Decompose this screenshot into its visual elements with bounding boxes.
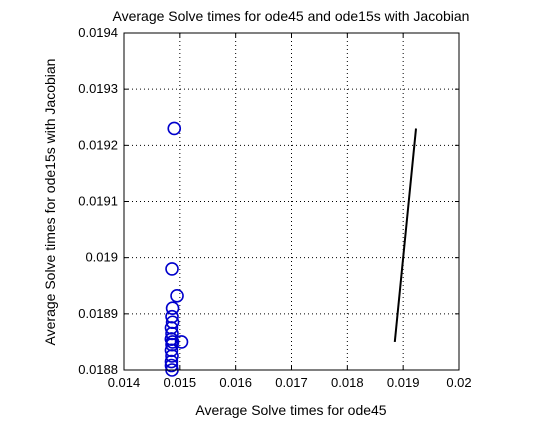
x-tick-label: 0.015 — [164, 375, 197, 390]
ticks: 0.014 0.015 0.016 0.017 0.018 0.019 0.02 0.0188… — [78, 25, 471, 390]
series-line — [393, 128, 418, 343]
y-tick-label: 0.019 — [85, 250, 118, 265]
data-point — [170, 289, 184, 303]
y-tick-label: 0.0192 — [78, 137, 118, 152]
y-tick-label: 0.0193 — [78, 81, 118, 96]
data-point — [167, 121, 182, 136]
y-tick-label: 0.0188 — [78, 362, 118, 377]
x-tick-label: 0.017 — [275, 375, 308, 390]
y-tick-label: 0.0194 — [78, 25, 118, 40]
x-tick-label: 0.018 — [331, 375, 364, 390]
data-layer — [164, 121, 418, 377]
y-tick-label: 0.0191 — [78, 194, 118, 209]
y-tick-label: 0.0189 — [78, 306, 118, 321]
data-point — [165, 335, 180, 349]
data-point — [174, 335, 189, 349]
chart-title: Average Solve times for ode45 and ode15s… — [113, 8, 470, 24]
y-axis-label: Average Solve times for ode15s with Jaco… — [42, 59, 58, 346]
x-tick-label: 0.016 — [219, 375, 252, 390]
data-point — [165, 262, 179, 276]
x-axis-label: Average Solve times for ode45 — [195, 402, 386, 418]
x-tick-label: 0.019 — [387, 375, 420, 390]
x-tick-label: 0.02 — [446, 375, 471, 390]
data-point — [164, 354, 179, 369]
grid — [124, 33, 459, 370]
x-tick-label: 0.014 — [108, 375, 141, 390]
data-point — [164, 358, 179, 373]
data-point — [165, 301, 180, 316]
data-point — [165, 349, 179, 363]
